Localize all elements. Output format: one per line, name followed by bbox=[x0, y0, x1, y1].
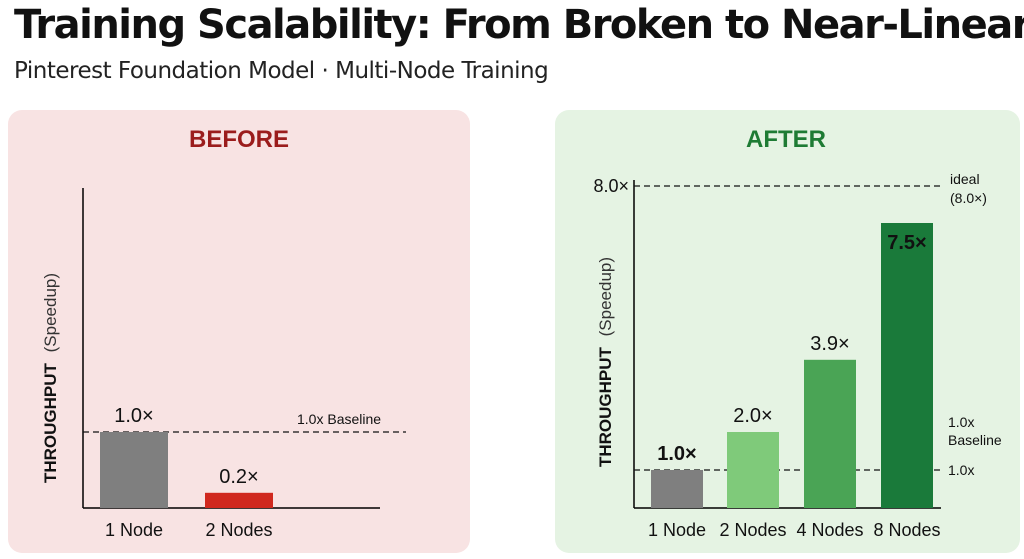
after-value-label-2-nodes: 2.0× bbox=[733, 405, 772, 427]
after-value-label-4-nodes: 3.9× bbox=[810, 333, 849, 355]
after-y-axis-label-bold: THROUGHPUT bbox=[596, 346, 615, 467]
after-ideal-label-line1: ideal bbox=[950, 171, 980, 187]
after-category-label-4-nodes: 4 Nodes bbox=[796, 520, 863, 540]
after-y-axis-label: THROUGHPUT (Speedup) bbox=[596, 257, 615, 467]
after-panel-title: AFTER bbox=[746, 126, 826, 153]
after-bar-4-nodes bbox=[804, 359, 856, 508]
after-baseline-annotation-line2: Baseline bbox=[948, 432, 1002, 448]
before-panel: BEFORE THROUGHPUT (Speedup) 1.0x Baselin… bbox=[8, 110, 470, 553]
after-y-axis-label-rest: (Speedup) bbox=[596, 257, 615, 336]
before-value-label-1-node: 1.0× bbox=[114, 405, 153, 427]
after-baseline-label: 1.0x bbox=[948, 462, 974, 478]
before-category-label-1-node: 1 Node bbox=[105, 520, 163, 540]
before-y-axis-label-bold: THROUGHPUT bbox=[41, 362, 60, 483]
page-title: Training Scalability: From Broken to Nea… bbox=[14, 2, 1024, 48]
after-category-label-8-nodes: 8 Nodes bbox=[873, 520, 940, 540]
after-category-label-2-nodes: 2 Nodes bbox=[719, 520, 786, 540]
after-y-tick-label: 8.0× bbox=[593, 176, 629, 196]
after-bar-2-nodes bbox=[727, 432, 779, 508]
svg-text:THROUGHPUT (Speedup): THROUGHPUT (Speedup) bbox=[41, 273, 60, 483]
after-value-label-1-node: 1.0× bbox=[657, 443, 696, 465]
after-panel: AFTER THROUGHPUT (Speedup) 8.0× ideal (8… bbox=[555, 110, 1020, 553]
after-bar-8-nodes bbox=[881, 223, 933, 508]
after-bar-1-node bbox=[651, 470, 703, 508]
before-bar-2-nodes bbox=[205, 492, 273, 508]
after-baseline-annotation-line1: 1.0x bbox=[948, 414, 974, 430]
after-chart: AFTER THROUGHPUT (Speedup) 8.0× ideal (8… bbox=[593, 126, 1002, 540]
before-bar-1-node bbox=[100, 432, 168, 508]
before-category-label-2-nodes: 2 Nodes bbox=[205, 520, 272, 540]
page-subtitle: Pinterest Foundation Model · Multi-Node … bbox=[14, 58, 549, 84]
before-baseline-label: 1.0x Baseline bbox=[297, 411, 381, 427]
before-y-axis-label: THROUGHPUT (Speedup) bbox=[41, 273, 60, 483]
after-ideal-label-line2: (8.0×) bbox=[950, 190, 987, 206]
before-y-axis-label-rest: (Speedup) bbox=[41, 273, 60, 352]
after-category-label-1-node: 1 Node bbox=[648, 520, 706, 540]
svg-text:THROUGHPUT (Speedup): THROUGHPUT (Speedup) bbox=[596, 257, 615, 467]
before-chart: BEFORE THROUGHPUT (Speedup) 1.0x Baselin… bbox=[41, 126, 406, 540]
before-panel-title: BEFORE bbox=[189, 126, 289, 153]
after-value-label-8-nodes: 7.5× bbox=[887, 232, 926, 254]
before-value-label-2-nodes: 0.2× bbox=[219, 466, 258, 488]
